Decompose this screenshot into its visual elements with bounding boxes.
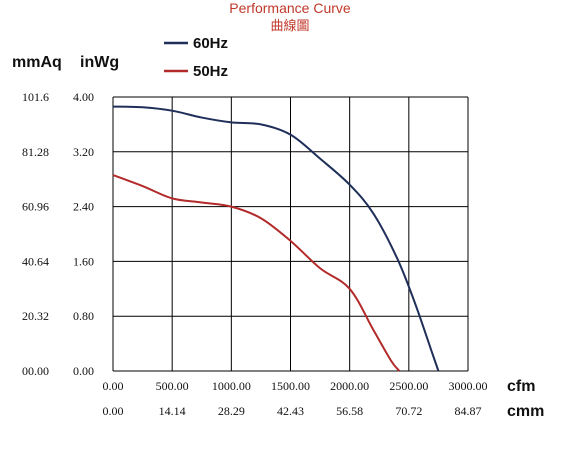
- chart-title: Performance Curve: [229, 0, 351, 16]
- y-tick-label-mmaq: 40.64: [22, 254, 49, 268]
- y-unit-left: mmAq: [12, 54, 62, 71]
- x-unit-secondary: cmm: [507, 403, 544, 420]
- x-tick-label-cmm: 56.58: [336, 404, 363, 418]
- y-tick-label-mmaq: 60.96: [22, 200, 49, 214]
- y-tick-label-inwg: 2.40: [73, 200, 94, 214]
- x-tick-label-cmm: 84.87: [455, 404, 482, 418]
- y-tick-label-mmaq: 101.6: [22, 90, 49, 104]
- y-tick-label-inwg: 0.80: [73, 309, 94, 323]
- y-unit-right: inWg: [80, 54, 119, 71]
- legend-50hz-label: 50Hz: [193, 63, 228, 80]
- chart-subtitle: 曲線圖: [270, 18, 309, 33]
- x-ticks: 0.00 0.00 500.00 14.14 1000.00 28.29 1500.00 42…: [103, 379, 488, 418]
- grid: [112, 96, 469, 372]
- y-tick-label-mmaq: 00.00: [22, 364, 49, 378]
- x-tick-label-cfm: 1500.00: [271, 379, 310, 393]
- y-ticks: 00.00 0.00 20.32 0.80 40.64 1.60 60.96 2.40 81.2…: [22, 90, 94, 378]
- series-line-60hz: [112, 105, 440, 372]
- x-unit-primary: cfm: [507, 378, 535, 395]
- y-tick-label-inwg: 1.60: [73, 254, 94, 268]
- y-tick-label-inwg: 3.20: [73, 145, 94, 159]
- x-tick-label-cmm: 70.72: [395, 404, 422, 418]
- x-tick-label-cfm: 2500.00: [389, 379, 428, 393]
- x-tick-label-cfm: 500.00: [156, 379, 189, 393]
- x-tick-label-cfm: 0.00: [103, 379, 124, 393]
- x-tick-label-cfm: 2000.00: [330, 379, 369, 393]
- x-tick-label-cfm: 3000.00: [449, 379, 488, 393]
- x-tick-label-cmm: 28.29: [218, 404, 245, 418]
- x-tick-label-cmm: 14.14: [159, 404, 186, 418]
- y-tick-label-inwg: 0.00: [73, 364, 94, 378]
- x-tick-label-cmm: 42.43: [277, 404, 304, 418]
- x-tick-label-cfm: 1000.00: [212, 379, 251, 393]
- y-tick-label-inwg: 4.00: [73, 90, 94, 104]
- series-lines: [112, 105, 440, 372]
- x-tick-label-cmm: 0.00: [103, 404, 124, 418]
- series-line-50hz: [112, 174, 401, 372]
- legend-60hz-label: 60Hz: [193, 35, 228, 52]
- y-tick-label-mmaq: 81.28: [22, 145, 49, 159]
- y-tick-label-mmaq: 20.32: [22, 309, 49, 323]
